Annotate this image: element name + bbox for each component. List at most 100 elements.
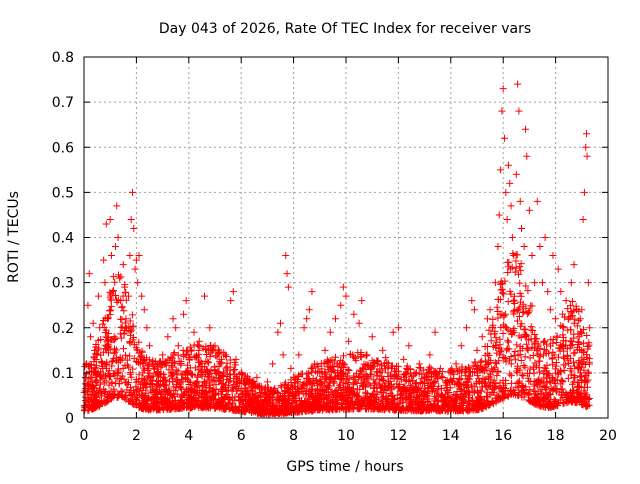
scatter-point bbox=[231, 365, 239, 373]
scatter-point bbox=[262, 390, 270, 398]
scatter-point bbox=[580, 339, 588, 347]
scatter-point bbox=[168, 354, 176, 362]
scatter-point bbox=[485, 351, 493, 359]
scatter-point bbox=[118, 372, 126, 380]
data-point bbox=[98, 364, 106, 372]
scatter-point bbox=[400, 406, 408, 414]
scatter-point bbox=[375, 405, 383, 413]
scatter-point bbox=[490, 376, 498, 384]
scatter-point bbox=[210, 395, 218, 403]
scatter-point bbox=[324, 363, 332, 371]
scatter-point bbox=[177, 358, 185, 366]
y-tick-label: 0.8 bbox=[52, 50, 74, 66]
scatter-point bbox=[109, 286, 117, 294]
data-point bbox=[121, 283, 129, 291]
scatter-point bbox=[516, 279, 524, 287]
scatter-point bbox=[139, 369, 147, 377]
scatter-point bbox=[559, 322, 567, 330]
scatter-point bbox=[473, 371, 481, 379]
scatter-point bbox=[437, 391, 445, 399]
scatter-point bbox=[477, 394, 485, 402]
scatter-point bbox=[252, 405, 260, 413]
scatter-point bbox=[122, 395, 130, 403]
scatter-point bbox=[527, 326, 535, 334]
data-point bbox=[525, 206, 533, 214]
data-point bbox=[516, 197, 524, 205]
scatter-point bbox=[176, 383, 184, 391]
data-point bbox=[389, 328, 397, 336]
scatter-point bbox=[370, 380, 378, 388]
scatter-point bbox=[204, 389, 212, 397]
scatter-point bbox=[92, 372, 100, 380]
scatter-point bbox=[140, 357, 148, 365]
scatter-point bbox=[211, 391, 219, 399]
scatter-point bbox=[552, 380, 560, 388]
scatter-point bbox=[334, 386, 342, 394]
data-point bbox=[237, 369, 245, 377]
scatter-point bbox=[541, 337, 549, 345]
scatter-point bbox=[516, 263, 524, 271]
scatter-point bbox=[530, 399, 538, 407]
data-point bbox=[523, 152, 531, 160]
scatter-point bbox=[578, 346, 586, 354]
scatter-point bbox=[92, 390, 100, 398]
scatter-point bbox=[567, 309, 575, 317]
scatter-point bbox=[567, 388, 575, 396]
data-point bbox=[290, 373, 298, 381]
data-point bbox=[287, 364, 295, 372]
scatter-point bbox=[534, 400, 542, 408]
scatter-point bbox=[178, 393, 186, 401]
scatter-point bbox=[500, 290, 508, 298]
scatter-point bbox=[190, 341, 198, 349]
data-point bbox=[584, 279, 592, 287]
scatter-point bbox=[527, 302, 535, 310]
scatter-point bbox=[515, 313, 523, 321]
scatter-point bbox=[439, 374, 447, 382]
scatter-point bbox=[520, 308, 528, 316]
scatter-point bbox=[532, 378, 540, 386]
scatter-point bbox=[339, 352, 347, 360]
data-point bbox=[258, 387, 266, 395]
scatter-point bbox=[357, 350, 365, 358]
scatter-point bbox=[522, 282, 530, 290]
scatter-point bbox=[510, 307, 518, 315]
scatter-point bbox=[459, 400, 467, 408]
scatter-point bbox=[228, 399, 236, 407]
scatter-point bbox=[434, 390, 442, 398]
scatter-point bbox=[215, 378, 223, 386]
scatter-point bbox=[384, 360, 392, 368]
scatter-point bbox=[197, 371, 205, 379]
data-point bbox=[567, 279, 575, 287]
scatter-point bbox=[545, 399, 553, 407]
scatter-point bbox=[469, 387, 477, 395]
scatter-point bbox=[510, 296, 518, 304]
data-point bbox=[447, 369, 455, 377]
scatter-point bbox=[340, 361, 348, 369]
data-point bbox=[546, 306, 554, 314]
data-point bbox=[295, 351, 303, 359]
scatter-point bbox=[172, 405, 180, 413]
data-point bbox=[242, 378, 250, 386]
scatter-point bbox=[267, 398, 275, 406]
scatter-point bbox=[462, 381, 470, 389]
scatter-point bbox=[202, 365, 210, 373]
scatter-point bbox=[435, 382, 443, 390]
scatter-point bbox=[206, 353, 214, 361]
scatter-point bbox=[206, 381, 214, 389]
scatter-point bbox=[223, 391, 231, 399]
scatter-point bbox=[499, 353, 507, 361]
data-point bbox=[111, 243, 119, 251]
scatter-point bbox=[384, 398, 392, 406]
data-point bbox=[518, 224, 526, 232]
data-point bbox=[342, 292, 350, 300]
scatter-point bbox=[416, 379, 424, 387]
scatter-point bbox=[162, 376, 170, 384]
scatter-point bbox=[524, 374, 532, 382]
data-point bbox=[146, 342, 153, 350]
scatter-point bbox=[352, 378, 360, 386]
data-point bbox=[316, 369, 324, 377]
scatter-point bbox=[438, 392, 446, 400]
scatter-point bbox=[94, 403, 102, 411]
scatter-point bbox=[291, 374, 299, 382]
scatter-point bbox=[316, 406, 324, 414]
